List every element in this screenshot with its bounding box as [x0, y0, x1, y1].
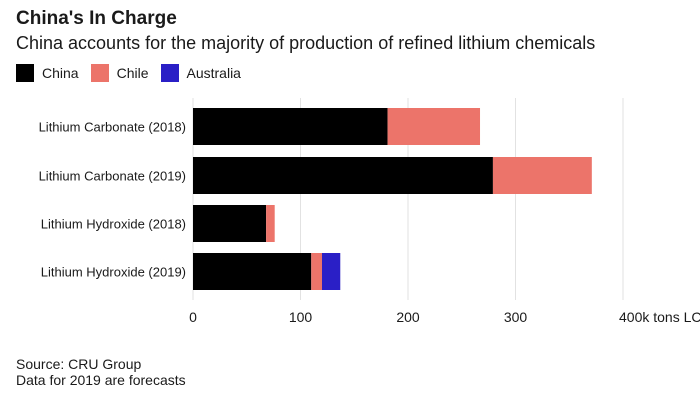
bar-chile-0 — [387, 108, 481, 145]
bar-chart: 0 100 200 300 400k tons LCE Lithium Carbonate… — [39, 98, 700, 325]
bar-australia-3 — [322, 253, 341, 290]
x-tick-label-0: 0 — [189, 309, 197, 325]
legend-swatch-chile — [90, 64, 109, 82]
legend-label-australia: Australia — [186, 65, 241, 81]
legend-item-chile: Chile — [90, 64, 149, 82]
x-tick-label-100: 100 — [289, 309, 313, 325]
category-label-3: Lithium Hydroxide (2019) — [41, 265, 186, 280]
bar-chile-2 — [266, 205, 275, 242]
bar-china-2 — [193, 205, 267, 242]
legend-label-chile: Chile — [116, 65, 149, 81]
source-note: Source: CRU Group — [16, 356, 142, 372]
legend-label-china: China — [42, 65, 79, 81]
bar-chile-1 — [492, 157, 592, 194]
chart-subtitle: China accounts for the majority of produ… — [16, 33, 596, 53]
chart-title: China's In Charge — [16, 8, 177, 29]
category-label-2: Lithium Hydroxide (2018) — [41, 217, 186, 232]
bar-china-1 — [193, 157, 493, 194]
legend: China Chile Australia — [16, 64, 253, 82]
legend-swatch-australia — [160, 64, 179, 82]
legend-item-china: China — [16, 64, 79, 82]
category-label-0: Lithium Carbonate (2018) — [39, 120, 186, 135]
x-tick-label-200: 200 — [396, 309, 420, 325]
legend-swatch-china — [16, 64, 34, 82]
bar-china-3 — [193, 253, 312, 290]
bar-chile-3 — [311, 253, 322, 290]
category-label-1: Lithium Carbonate (2019) — [39, 169, 186, 184]
forecast-note: Data for 2019 are forecasts — [16, 372, 186, 388]
footer: Source: CRU Group Data for 2019 are fore… — [16, 356, 186, 388]
x-tick-label-300: 300 — [504, 309, 528, 325]
x-tick-label-400: 400k tons LCE — [619, 309, 700, 325]
bar-china-0 — [193, 108, 388, 145]
legend-item-australia: Australia — [160, 64, 241, 82]
